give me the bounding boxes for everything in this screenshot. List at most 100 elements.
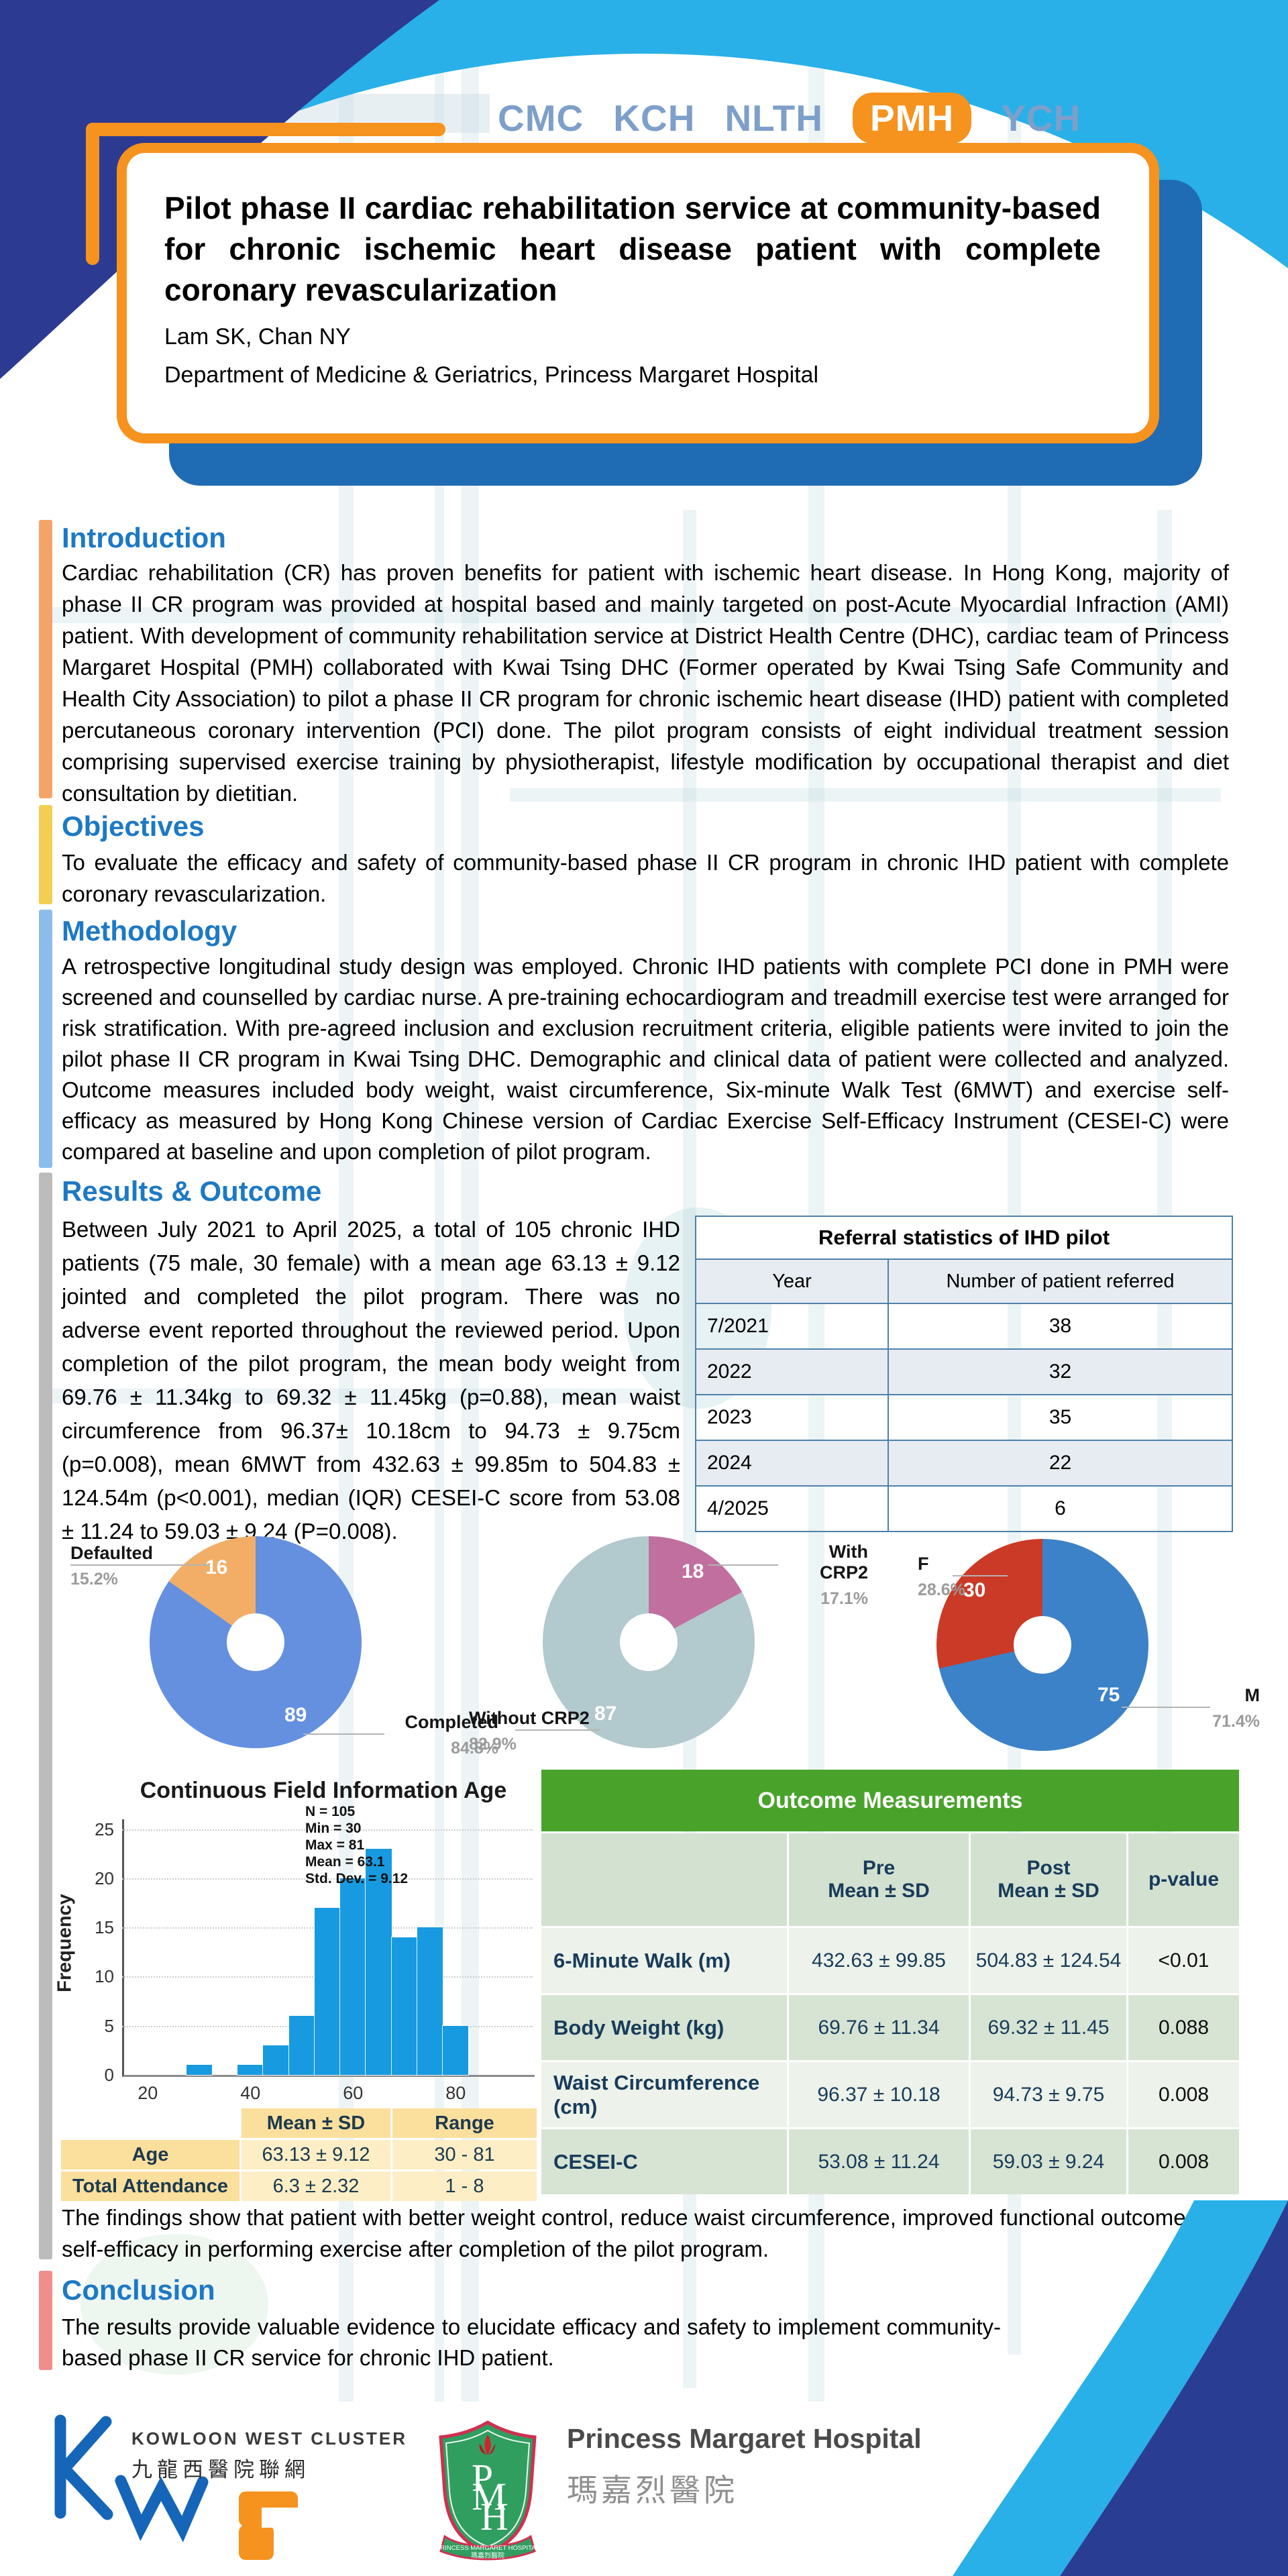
histogram-xtick: 40	[240, 2083, 261, 2103]
outcome-header-line2: Mean ± SD	[828, 1880, 930, 1902]
crp2-donut-hole	[620, 1613, 678, 1671]
referral-number-cell: 32	[888, 1348, 1233, 1395]
referral-row: 2022 32	[695, 1348, 1233, 1395]
outcome-measurements-table: Outcome Measurements Pre Mean ± SD Post Mea…	[541, 1770, 1239, 2194]
poster-affiliation: Department of Medicine & Geriatrics, Pri…	[164, 362, 819, 388]
outcome-value-cell: 69.76 ± 11.34	[789, 1995, 969, 2060]
without-crp2-label: Without CRP2	[469, 1708, 590, 1728]
outcome-value-cell: 0.088	[1128, 1995, 1239, 2060]
referral-col-year: Year	[695, 1258, 889, 1304]
with-crp2-leader-line	[708, 1564, 778, 1566]
objectives-heading: Objectives	[62, 810, 205, 842]
outcome-table-title: Outcome Measurements	[541, 1770, 1239, 1831]
poster-title: Pilot phase II cardiac rehabilitation se…	[164, 191, 1101, 307]
title-bracket-vertical	[86, 123, 99, 265]
histogram-bar	[313, 1907, 341, 2076]
hospital-codes: CMC KCH NLTH PMH YCH	[498, 93, 1081, 144]
outcome-header-cell: Post Mean ± SD	[971, 1833, 1126, 1926]
section-bar-objectives	[39, 805, 52, 904]
without-crp2-percent: 82.9%	[469, 1735, 517, 1754]
demographic-value-cell: 6.3 ± 2.32	[241, 2171, 390, 2201]
findings-text: The findings show that patient with bett…	[62, 2205, 1229, 2261]
sex-donut-hole	[1014, 1616, 1071, 1674]
histogram-ytick: 0	[104, 2065, 114, 2085]
male-percent: 71.4%	[1212, 1712, 1260, 1731]
completed-leader-line	[303, 1733, 384, 1735]
title-card: Pilot phase II cardiac rehabilitation se…	[117, 143, 1159, 443]
histogram-bar	[262, 2045, 290, 2076]
histogram-xtick: 80	[445, 2083, 466, 2103]
kwc-name-zh: 九龍西醫院聯網	[131, 2458, 310, 2481]
hospital-code-cmc: CMC	[498, 97, 584, 139]
outcome-header-line1: Post	[1026, 1857, 1071, 1879]
with-crp2-callout: With CRP2 17.1%	[778, 1542, 868, 1609]
outcome-row-label: Waist Circumference (cm)	[541, 2062, 787, 2127]
demographic-header-cell: Mean ± SD	[241, 2108, 390, 2138]
female-value: 30	[963, 1579, 986, 1601]
histogram-bar	[237, 2064, 264, 2076]
referral-year-cell: 2024	[695, 1440, 889, 1487]
without-crp2-leader-line	[515, 1729, 600, 1731]
crest-monogram: P M H	[472, 2456, 508, 2538]
referral-number-cell: 22	[888, 1440, 1233, 1487]
outcome-header-cell	[541, 1833, 787, 1926]
referral-number-cell: 35	[888, 1394, 1233, 1441]
methodology-heading: Methodology	[62, 915, 237, 947]
kwc-c-mark	[239, 2491, 298, 2560]
histogram-ytick: 10	[95, 1966, 114, 1987]
hospital-code-ych: YCH	[1001, 97, 1081, 139]
demographic-value-cell: 1 - 8	[392, 2171, 537, 2201]
outcome-row-label: CESEI-C	[541, 2129, 787, 2194]
histogram-bar	[416, 1927, 444, 2076]
referral-row: 7/2021 38	[695, 1303, 1233, 1350]
histogram-gridline	[122, 1878, 533, 1880]
outcome-header-cell: p-value	[1128, 1833, 1239, 1926]
defaulted-leader-line	[70, 1564, 210, 1566]
pmh-name-en: Princess Margaret Hospital	[567, 2423, 922, 2454]
hospital-code-nlth: NLTH	[724, 97, 823, 139]
stat-n: N = 105	[305, 1804, 356, 1819]
stat-min: Min = 30	[305, 1821, 362, 1836]
histogram-bar	[390, 1936, 418, 2076]
results-body: Between July 2021 to April 2025, a total…	[62, 1217, 680, 1544]
section-bar-conclusion	[39, 2271, 52, 2370]
outcome-header-cell: Pre Mean ± SD	[789, 1833, 969, 1926]
male-label: M	[1244, 1685, 1260, 1705]
referral-year-cell: 7/2021	[695, 1303, 889, 1350]
referral-row: 2024 22	[695, 1440, 1233, 1487]
crest-banner-en: PRINCESS MARGARET HOSPITAL	[436, 2544, 539, 2552]
objectives-body: To evaluate the efficacy and safety of c…	[62, 850, 1229, 906]
completed-percent: 84.8%	[451, 1739, 498, 1758]
defaulted-callout: Defaulted 15.2%	[70, 1543, 153, 1589]
title-bracket-horizontal	[86, 123, 445, 136]
histogram-plot-area	[122, 1819, 535, 2077]
female-callout: F 28.6%	[918, 1554, 965, 1600]
referral-year-cell: 2023	[695, 1394, 889, 1441]
stat-stddev: Std. Dev. = 9.12	[305, 1871, 409, 1886]
introduction-body: Cardiac rehabilitation (CR) has proven b…	[62, 560, 1229, 806]
female-percent: 28.6%	[918, 1580, 965, 1599]
outcome-row-label: Body Weight (kg)	[541, 1995, 787, 2060]
histogram-bar	[185, 2064, 213, 2076]
demographic-header-cell: Range	[392, 2108, 537, 2138]
referral-number-cell: 38	[888, 1303, 1233, 1350]
stat-mean: Mean = 63.1	[305, 1854, 385, 1870]
referral-number-cell: 6	[888, 1485, 1233, 1532]
histogram-ytick: 20	[95, 1868, 114, 1888]
with-crp2-label: With CRP2	[819, 1542, 868, 1582]
completion-donut-hole	[227, 1613, 284, 1671]
histogram-bar	[339, 1877, 367, 2076]
introduction-heading: Introduction	[62, 522, 226, 553]
female-label: F	[918, 1554, 929, 1574]
kwc-logo	[54, 2414, 298, 2560]
with-crp2-value: 18	[682, 1560, 704, 1582]
results-heading: Results & Outcome	[62, 1175, 322, 1207]
histogram-title: Continuous Field Information Age	[140, 1778, 507, 1803]
kwc-name-en: KOWLOON WEST CLUSTER	[131, 2428, 407, 2449]
without-crp2-value: 87	[594, 1703, 617, 1725]
defaulted-value: 16	[205, 1556, 228, 1578]
outcome-value-cell: 94.73 ± 9.75	[971, 2062, 1126, 2127]
male-callout: M 71.4%	[1208, 1685, 1260, 1731]
outcome-header-line1: Pre	[862, 1857, 896, 1879]
completed-label: Completed	[405, 1712, 498, 1732]
